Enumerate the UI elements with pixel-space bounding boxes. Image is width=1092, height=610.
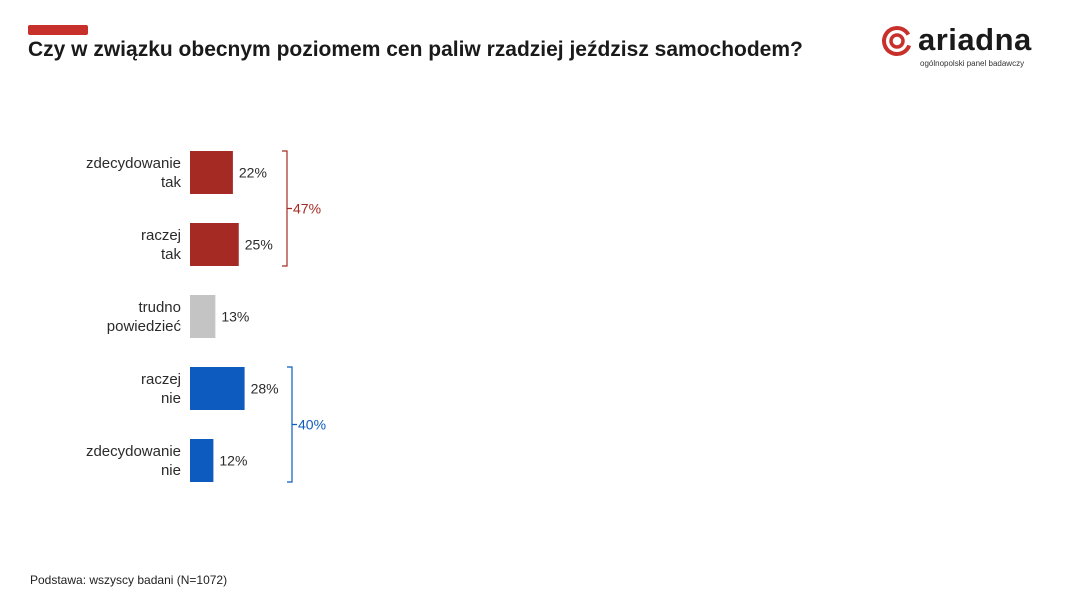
category-label-raczej-nie: nie (161, 390, 181, 407)
bar-zdecydowanie-tak (190, 151, 233, 194)
group-total-label-47pct: 47% (293, 201, 321, 217)
category-label-raczej-nie: raczej (141, 371, 181, 388)
logo-tagline: ogólnopolski panel badawczy (920, 59, 1025, 68)
accent-bar (28, 25, 88, 35)
group-bracket-40pct (287, 366, 297, 483)
group-bracket-47pct (282, 150, 292, 267)
bar-raczej-nie (190, 367, 245, 410)
category-label-zdecydowanie-tak: tak (161, 174, 182, 191)
category-label-zdecydowanie-tak: zdecydowanie (86, 155, 181, 172)
category-label-raczej-tak: tak (161, 246, 182, 263)
brand-logo: ariadna ogólnopolski panel badawczy (880, 22, 1060, 72)
category-label-trudno-powiedziec: powiedzieć (107, 318, 182, 335)
group-total-label-40pct: 40% (298, 417, 326, 433)
value-label-zdecydowanie-nie: 12% (219, 453, 247, 469)
footer-base-note: Podstawa: wszyscy badani (N=1072) (30, 573, 228, 587)
category-label-zdecydowanie-nie: nie (161, 462, 181, 479)
bar-raczej-tak (190, 223, 239, 266)
bar-zdecydowanie-nie (190, 439, 214, 482)
logo-icon (882, 26, 912, 56)
value-label-zdecydowanie-tak: 22% (239, 165, 267, 181)
value-label-raczej-tak: 25% (245, 237, 273, 253)
bar-trudno-powiedziec (190, 295, 216, 338)
category-label-zdecydowanie-nie: zdecydowanie (86, 443, 181, 460)
bar-chart: zdecydowanie tak 22% raczej tak 25% trudno powi… (86, 150, 326, 483)
category-label-trudno-powiedziec: trudno (138, 299, 181, 316)
chart-title: Czy w związku obecnym poziomem cen paliw… (28, 38, 803, 61)
category-label-raczej-tak: raczej (141, 227, 181, 244)
value-label-trudno-powiedziec: 13% (221, 309, 249, 325)
logo-wordmark: ariadna (918, 22, 1032, 57)
value-label-raczej-nie: 28% (251, 381, 279, 397)
